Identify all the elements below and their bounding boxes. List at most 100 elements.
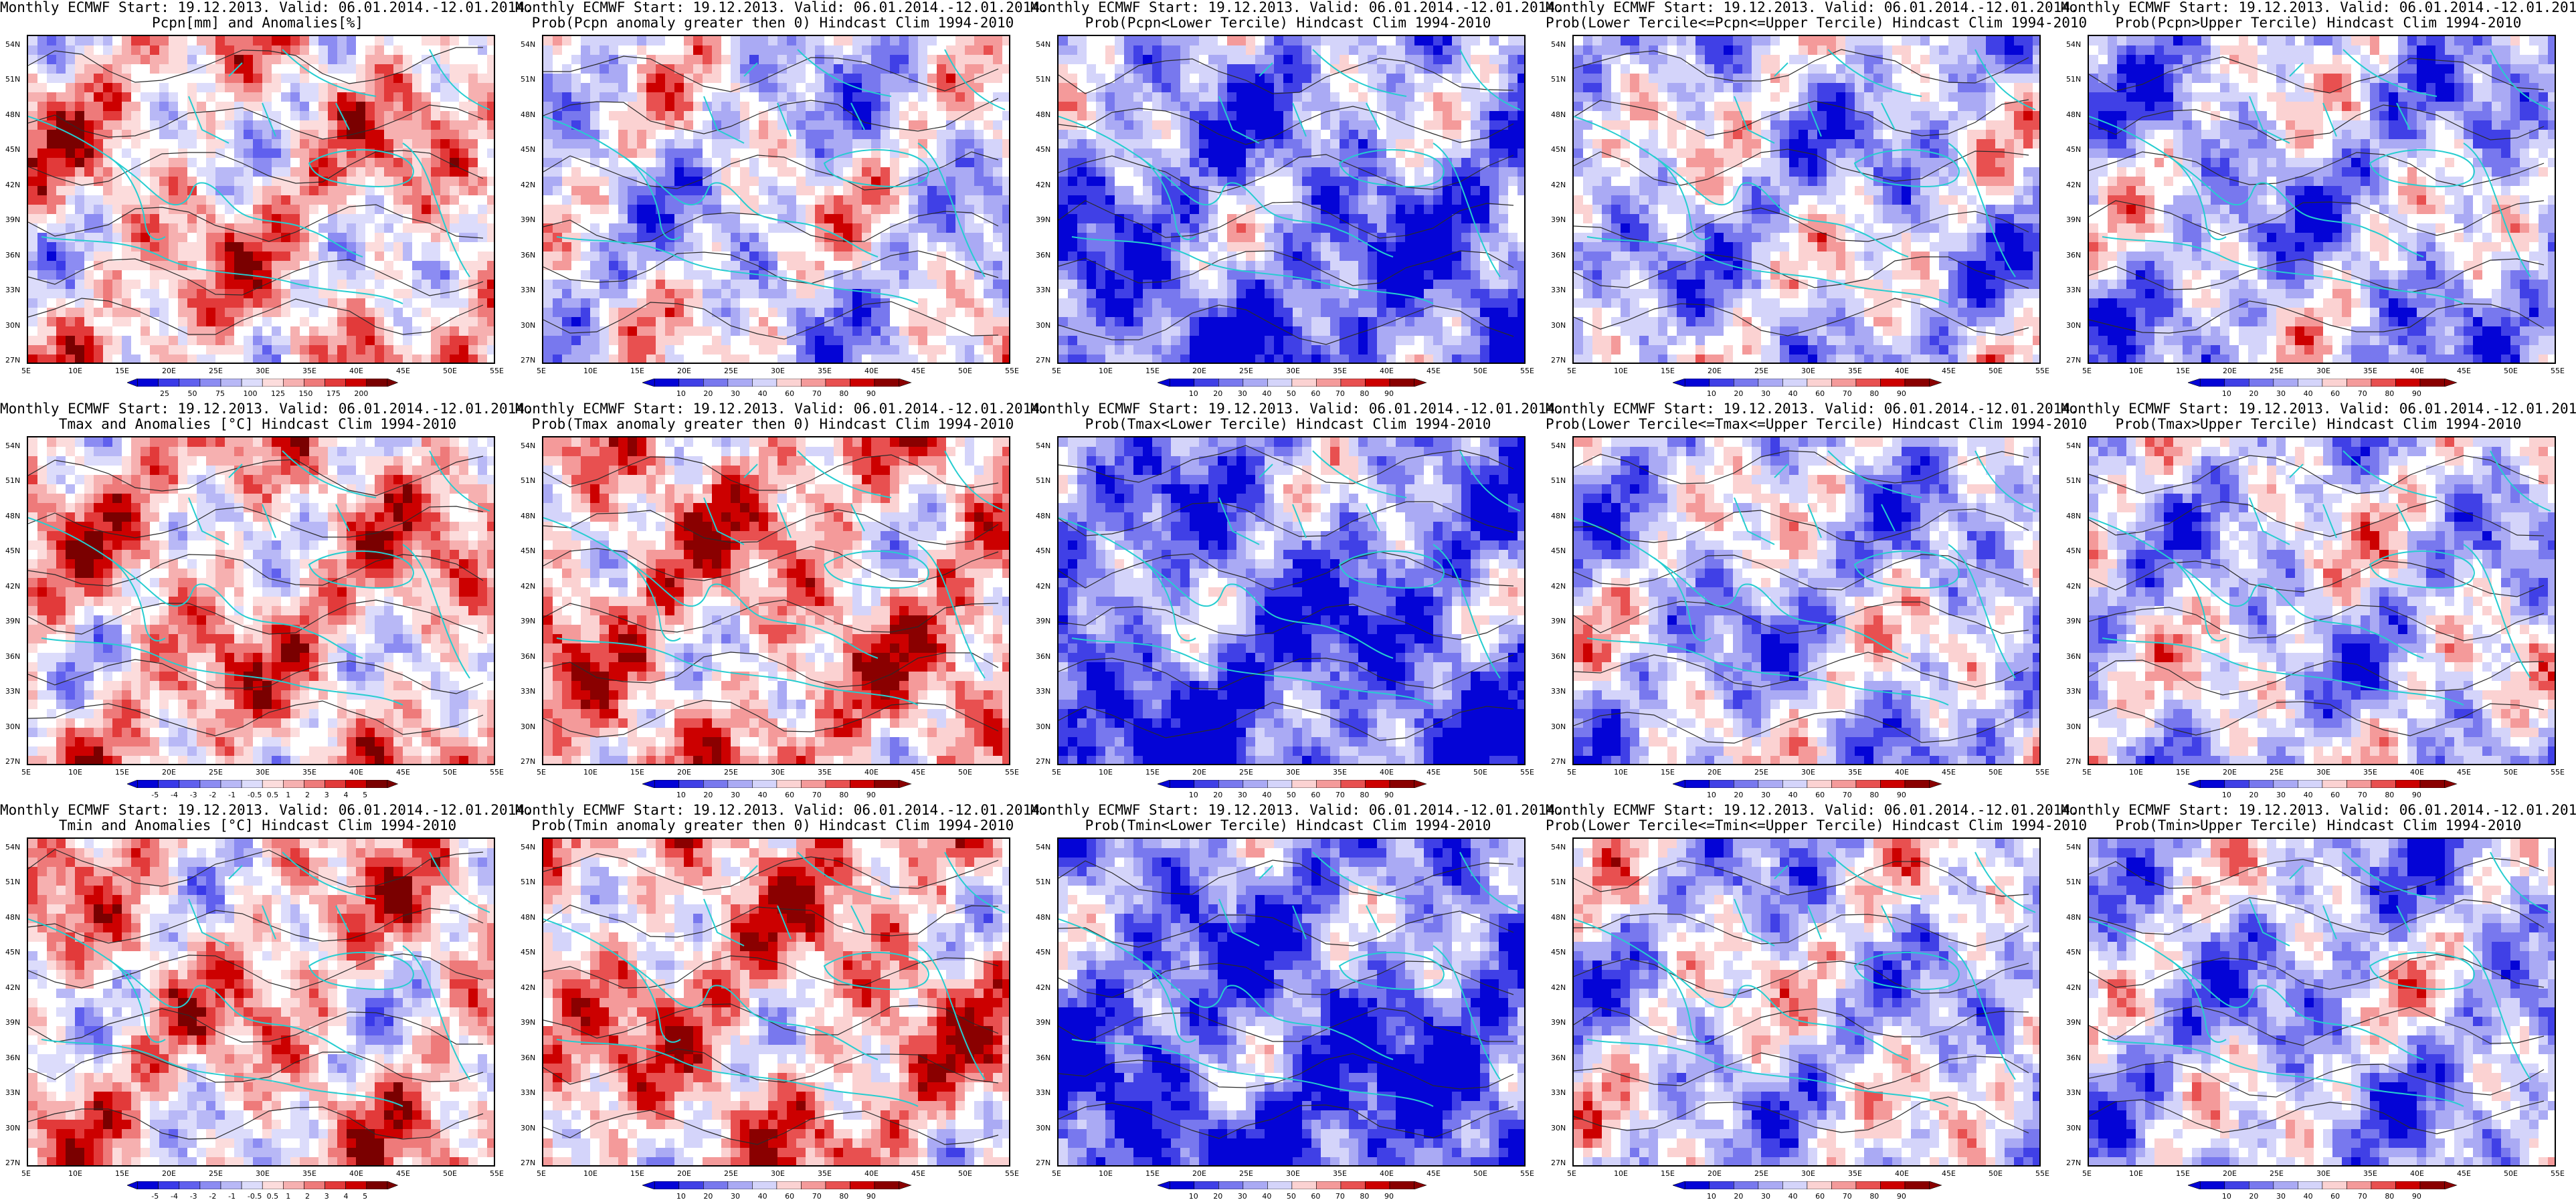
colorbar-tick-label: 30 bbox=[1761, 791, 1770, 799]
longitude-tick-label: 40E bbox=[1895, 367, 1909, 375]
colorbar-tick-label: 5 bbox=[363, 1192, 367, 1201]
longitude-tick-label: 20E bbox=[1192, 367, 1206, 375]
longitude-tick-label: 55E bbox=[2035, 768, 2049, 777]
longitude-tick-label: 10E bbox=[1099, 367, 1113, 375]
longitude-tick-label: 10E bbox=[583, 1169, 597, 1178]
longitude-tick-label: 15E bbox=[115, 367, 129, 375]
colorbar-tick-label: 10 bbox=[1189, 791, 1198, 799]
longitude-tick-label: 40E bbox=[1895, 768, 1909, 777]
colorbar-tick-label: 30 bbox=[1238, 791, 1247, 799]
longitude-tick-label: 55E bbox=[2035, 1169, 2049, 1178]
colorbar-tick-label: 40 bbox=[1262, 389, 1271, 398]
colorbar-tick-label: 10 bbox=[676, 791, 686, 799]
latitude-tick-label: 27N bbox=[521, 356, 535, 365]
latitude-tick-label: 51N bbox=[1036, 476, 1050, 485]
latitude-tick-label: 33N bbox=[1036, 286, 1050, 294]
longitude-tick-label: 30E bbox=[256, 367, 270, 375]
longitude-tick-label: 30E bbox=[256, 1169, 270, 1178]
longitude-tick-label: 25E bbox=[724, 768, 738, 777]
latitude-tick-label: 30N bbox=[1036, 1124, 1050, 1132]
colorbar-tick-label: 200 bbox=[354, 389, 368, 398]
latitude-tick-label: 30N bbox=[1036, 321, 1050, 330]
latitude-tick-label: 48N bbox=[1036, 512, 1050, 520]
panel-subtitle: Prob(Lower Tercile<=Tmin<=Upper Tercile)… bbox=[1546, 818, 2087, 833]
longitude-tick-label: 40E bbox=[1895, 1169, 1909, 1178]
panel-subtitle: Prob(Tmax<Lower Tercile) Hindcast Clim 1… bbox=[1030, 417, 1546, 432]
latitude-tick-label: 48N bbox=[1551, 110, 1566, 119]
panel-subtitle: Prob(Pcpn<Lower Tercile) Hindcast Clim 1… bbox=[1030, 15, 1546, 31]
longitude-tick-label: 25E bbox=[1754, 1169, 1768, 1178]
latitude-tick-label: 39N bbox=[1551, 617, 1566, 625]
panel-title: Monthly ECMWF Start: 19.12.2013. Valid: … bbox=[2061, 803, 2576, 818]
longitude-tick-label: 10E bbox=[2129, 367, 2143, 375]
longitude-tick-label: 55E bbox=[2551, 1169, 2565, 1178]
longitude-tick-label: 30E bbox=[1801, 1169, 1815, 1178]
colorbar-tick-label: -1 bbox=[228, 1192, 236, 1201]
longitude-tick-label: 50E bbox=[2504, 1169, 2518, 1178]
colorbar-tick-label: 10 bbox=[676, 1192, 686, 1201]
latitude-tick-label: 45N bbox=[521, 546, 535, 555]
latitude-tick-label: 51N bbox=[1551, 75, 1566, 84]
latitude-tick-label: 45N bbox=[1036, 948, 1050, 957]
panel-subtitle: Prob(Tmin>Upper Tercile) Hindcast Clim 1… bbox=[2061, 818, 2576, 833]
colorbar-tick-label: 80 bbox=[1869, 791, 1879, 799]
longitude-tick-label: 40E bbox=[349, 1169, 363, 1178]
longitude-tick-label: 20E bbox=[1708, 1169, 1722, 1178]
latitude-tick-label: 48N bbox=[2066, 913, 2081, 922]
longitude-tick-label: 20E bbox=[677, 1169, 691, 1178]
latitude-tick-label: 30N bbox=[1036, 722, 1050, 731]
latitude-tick-label: 54N bbox=[1551, 40, 1566, 49]
colorbar-tick-label: 70 bbox=[1843, 791, 1852, 799]
colorbar-tick-label: 60 bbox=[2330, 791, 2340, 799]
latitude-tick-label: 36N bbox=[521, 1054, 535, 1062]
latitude-tick-label: 30N bbox=[2066, 1124, 2081, 1132]
colorbar-tick-label: 20 bbox=[703, 1192, 713, 1201]
latitude-tick-label: 30N bbox=[2066, 321, 2081, 330]
colorbar-tick-label: 70 bbox=[2358, 389, 2367, 398]
longitude-tick-label: 15E bbox=[1661, 1169, 1675, 1178]
latitude-tick-label: 39N bbox=[1551, 215, 1566, 224]
latitude-tick-label: 27N bbox=[1036, 1159, 1050, 1167]
latitude-tick-label: 51N bbox=[2066, 75, 2081, 84]
colorbar bbox=[127, 780, 408, 788]
longitude-tick-label: 35E bbox=[2363, 768, 2377, 777]
longitude-tick-label: 15E bbox=[630, 768, 644, 777]
latitude-tick-label: 39N bbox=[5, 1018, 20, 1027]
latitude-tick-label: 36N bbox=[2066, 1054, 2081, 1062]
colorbar-tick-label: 10 bbox=[1707, 791, 1716, 799]
map-plot bbox=[1572, 436, 2041, 765]
colorbar-tick-label: 90 bbox=[1384, 389, 1394, 398]
colorbar-tick-label: 0.5 bbox=[267, 1192, 279, 1201]
longitude-tick-label: 5E bbox=[537, 768, 546, 777]
colorbar bbox=[1673, 1181, 1954, 1189]
latitude-tick-label: 48N bbox=[5, 110, 20, 119]
panel-title: Monthly ECMWF Start: 19.12.2013. Valid: … bbox=[1030, 803, 1564, 818]
longitude-tick-label: 25E bbox=[209, 367, 223, 375]
longitude-tick-label: 5E bbox=[2082, 768, 2092, 777]
forecast-panel-pcpn-prob-gt0: Monthly ECMWF Start: 19.12.2013. Valid: … bbox=[515, 0, 1048, 401]
longitude-tick-label: 50E bbox=[2504, 768, 2518, 777]
longitude-tick-label: 40E bbox=[864, 367, 879, 375]
panel-title: Monthly ECMWF Start: 19.12.2013. Valid: … bbox=[1546, 401, 2079, 417]
latitude-tick-label: 45N bbox=[1036, 145, 1050, 154]
longitude-tick-label: 30E bbox=[1286, 768, 1300, 777]
latitude-tick-label: 33N bbox=[1551, 286, 1566, 294]
longitude-tick-label: 20E bbox=[1192, 1169, 1206, 1178]
longitude-tick-label: 35E bbox=[1848, 1169, 1862, 1178]
longitude-tick-label: 45E bbox=[1942, 768, 1956, 777]
map-plot bbox=[2088, 35, 2556, 364]
longitude-tick-label: 35E bbox=[302, 367, 316, 375]
longitude-tick-label: 40E bbox=[864, 768, 879, 777]
colorbar-tick-label: 10 bbox=[1707, 389, 1716, 398]
forecast-panel-tmin-prob-gt0: Monthly ECMWF Start: 19.12.2013. Valid: … bbox=[515, 803, 1048, 1204]
latitude-tick-label: 27N bbox=[1551, 356, 1566, 365]
map-plot bbox=[542, 837, 1010, 1167]
longitude-tick-label: 25E bbox=[209, 768, 223, 777]
longitude-tick-label: 30E bbox=[1801, 768, 1815, 777]
latitude-tick-label: 27N bbox=[2066, 1159, 2081, 1167]
longitude-tick-label: 45E bbox=[1427, 1169, 1441, 1178]
latitude-tick-label: 45N bbox=[5, 145, 20, 154]
colorbar-tick-label: 10 bbox=[1189, 389, 1198, 398]
colorbar-tick-label: 80 bbox=[1360, 1192, 1369, 1201]
longitude-tick-label: 10E bbox=[1099, 768, 1113, 777]
